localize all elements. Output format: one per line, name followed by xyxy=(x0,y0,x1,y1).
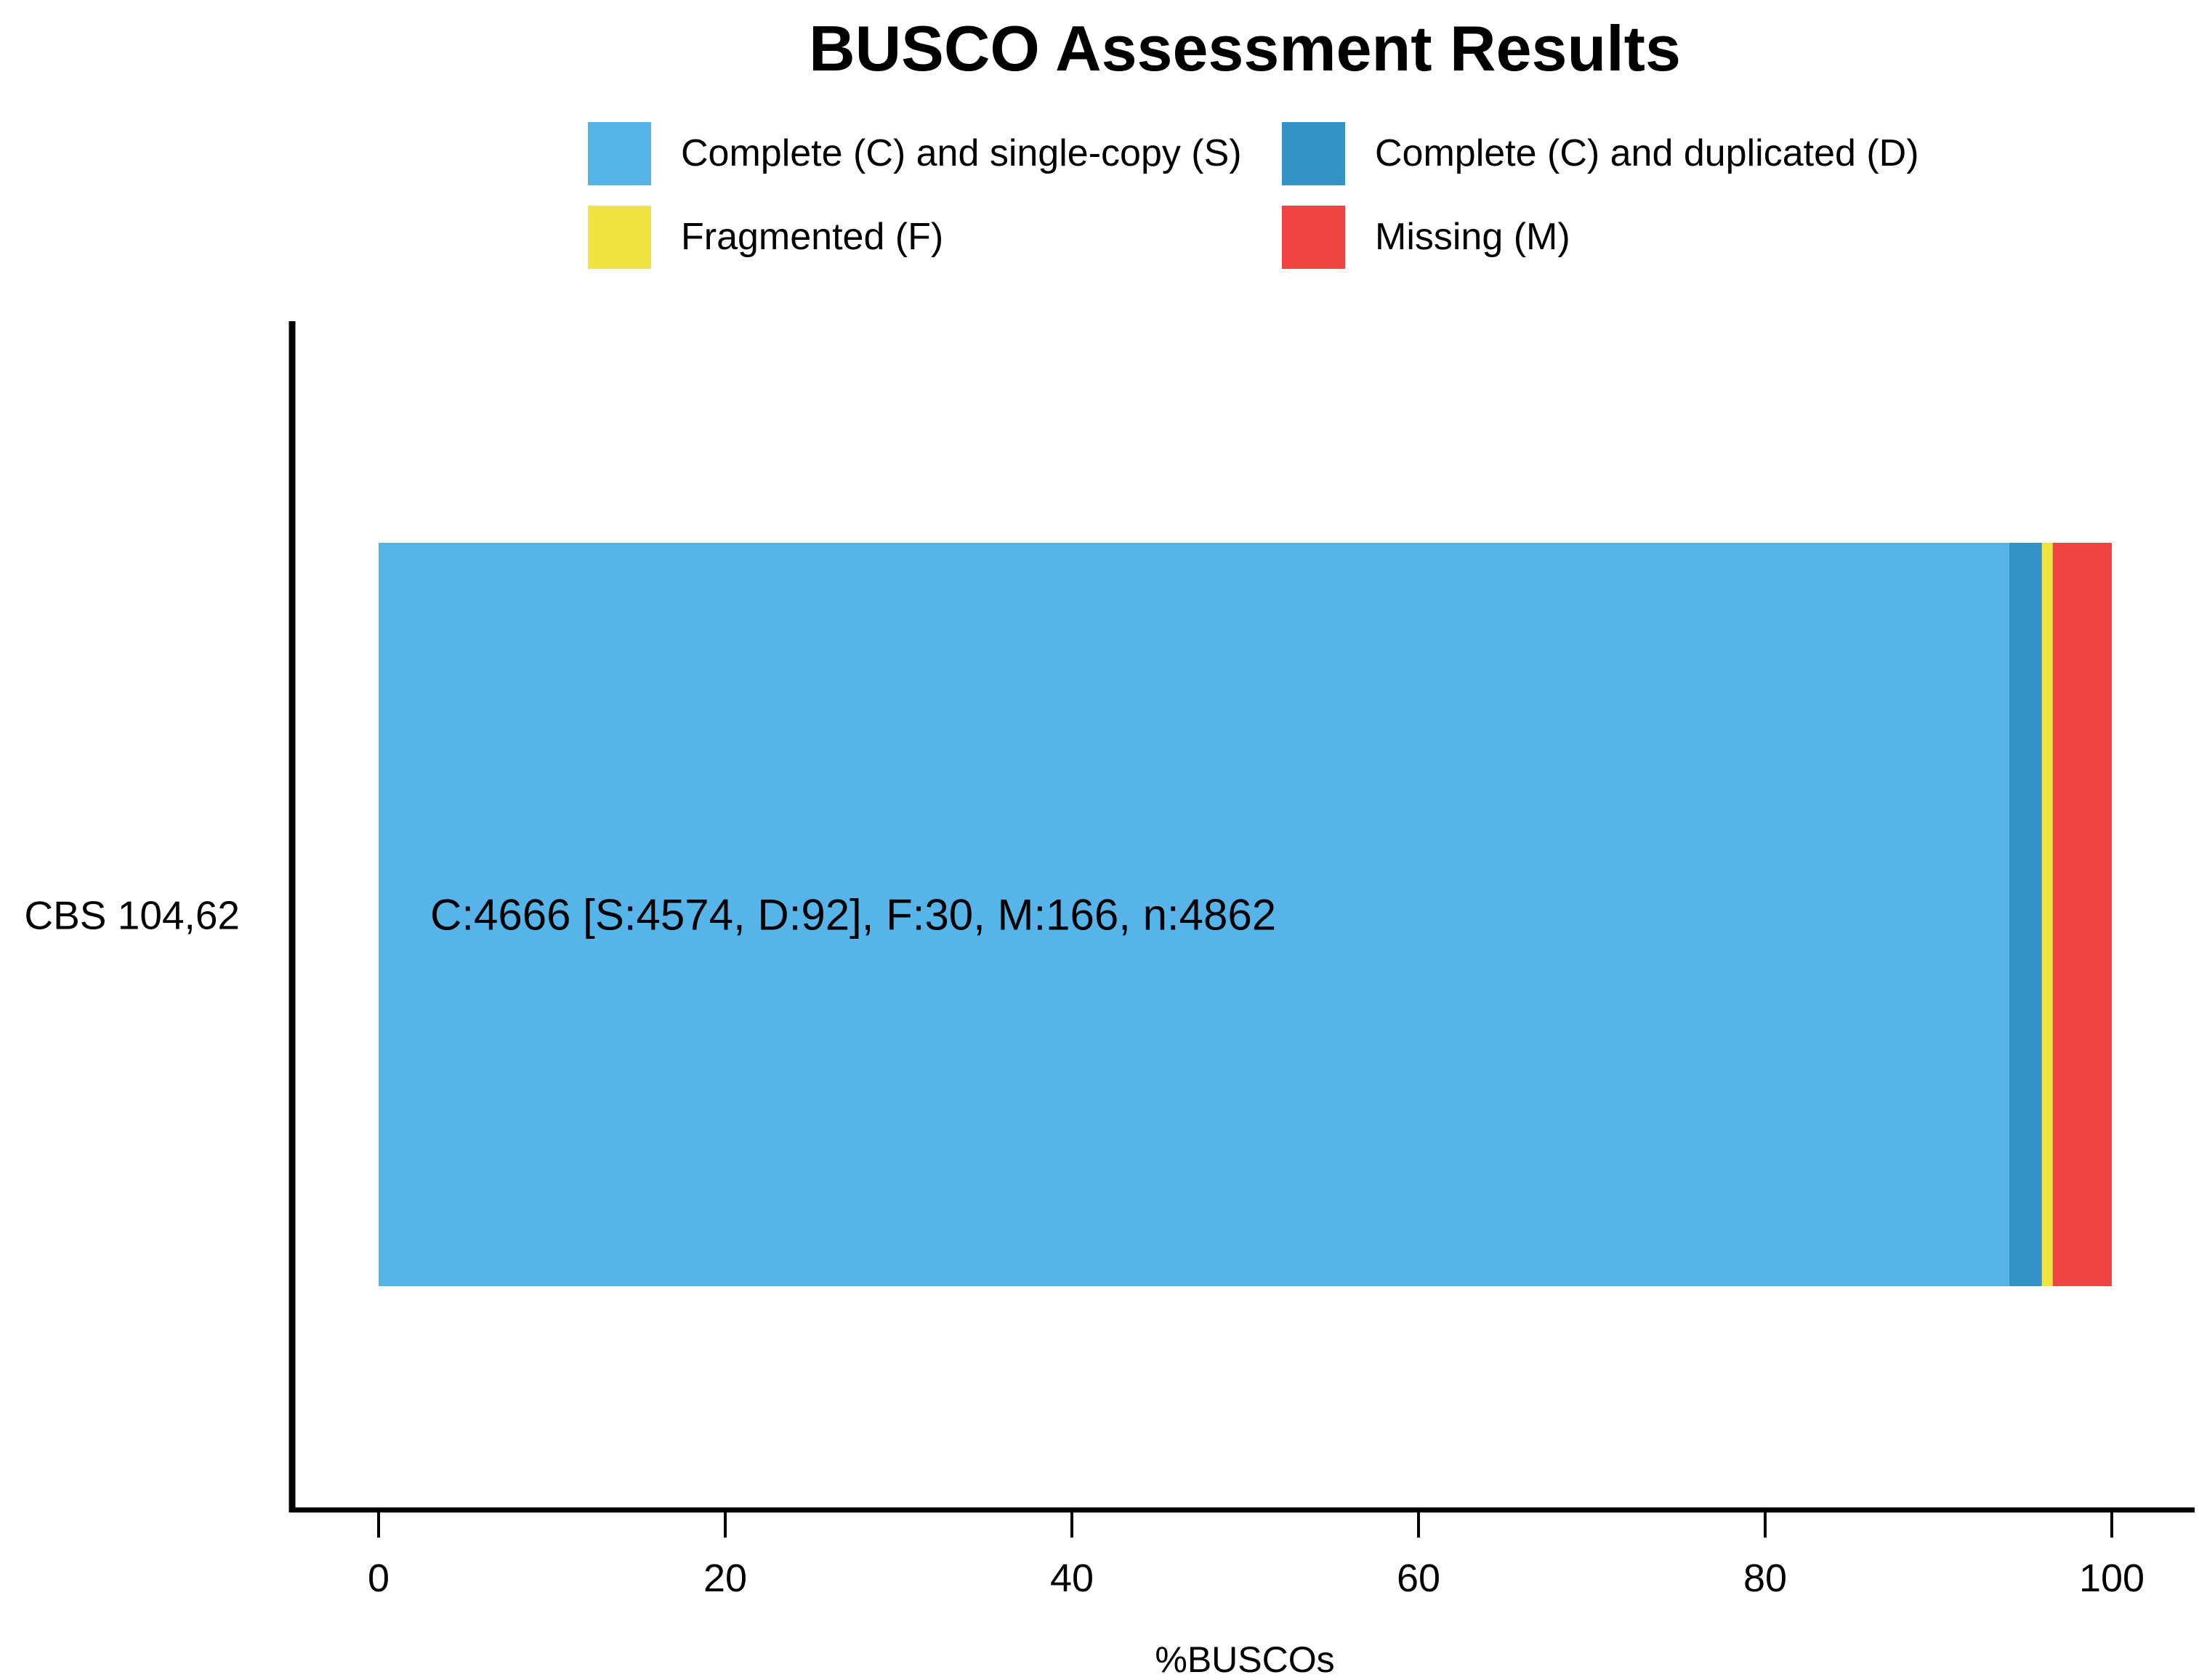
legend-swatch-missing-m xyxy=(1282,206,1345,269)
bar-data-label: C:4666 [S:4574, D:92], F:30, M:166, n:48… xyxy=(430,891,1276,940)
legend-swatch-complete-c-and-duplicated-d xyxy=(1282,122,1345,185)
legend: Complete (C) and single-copy (S) Complete… xyxy=(588,122,1919,269)
legend-label-missing-m: Missing (M) xyxy=(1375,216,1570,258)
bar-segment-complete-c-and-duplicated-d xyxy=(2009,543,2042,1286)
axes: 0 20 40 60 80 100 xyxy=(289,321,2195,1600)
x-tick-label: 100 xyxy=(2079,1556,2144,1600)
x-tick-label: 20 xyxy=(703,1556,747,1600)
x-tick-label: 0 xyxy=(368,1556,390,1600)
bars: C:4666 [S:4574, D:92], F:30, M:166, n:48… xyxy=(24,543,2112,1286)
chart-title: BUSCO Assessment Results xyxy=(809,12,1681,84)
legend-swatch-complete-c-and-single-copy-s xyxy=(588,122,651,185)
bar-segment-missing-m xyxy=(2052,543,2112,1286)
x-tick-label: 60 xyxy=(1397,1556,1440,1600)
legend-label-complete-c-and-duplicated-d: Complete (C) and duplicated (D) xyxy=(1375,132,1919,174)
bar-segment-fragmented-f xyxy=(2041,543,2053,1286)
category-label: CBS 104,62 xyxy=(24,893,240,938)
legend-label-complete-c-and-single-copy-s: Complete (C) and single-copy (S) xyxy=(681,132,1242,174)
legend-swatch-fragmented-f xyxy=(588,206,651,269)
x-axis-title: %BUSCOs xyxy=(1155,1639,1334,1676)
x-tick-label: 40 xyxy=(1050,1556,1094,1600)
legend-label-fragmented-f: Fragmented (F) xyxy=(681,216,943,258)
x-tick-label: 80 xyxy=(1743,1556,1787,1600)
bar-segment-complete-c-and-single-copy-s xyxy=(379,543,2009,1286)
